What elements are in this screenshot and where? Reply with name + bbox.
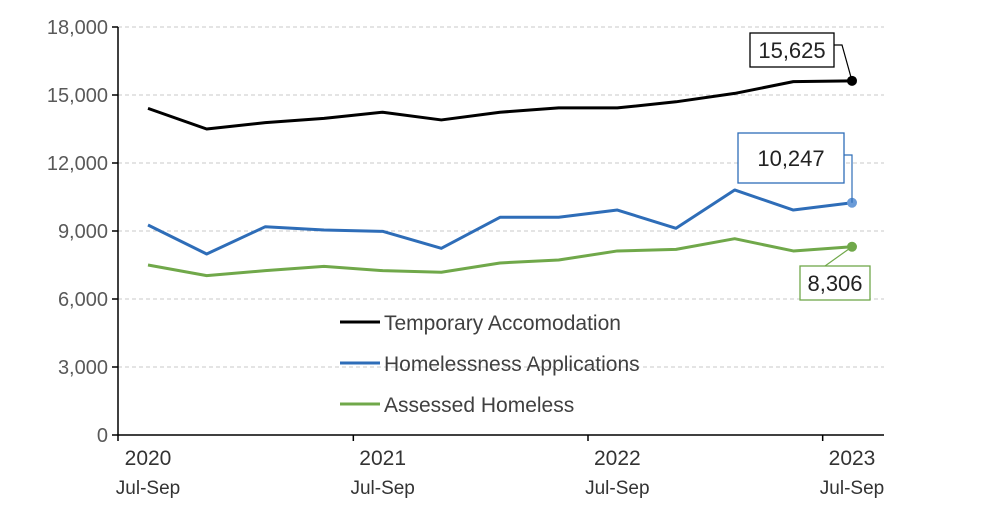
y-tick-label: 0	[97, 425, 108, 447]
x-tick-quarter: Jul-Sep	[116, 478, 180, 499]
label-leader	[834, 44, 853, 81]
x-tick-year: 2021	[359, 447, 406, 470]
axes: 0 3,000 6,000 9,000 12,000 15,000 18,000 2020 Ju…	[47, 17, 884, 499]
data-label-box	[737, 132, 845, 184]
series-group	[147, 75, 857, 278]
data-label-box	[799, 265, 871, 301]
legend: Temporary Accomodation Homelessness Appli…	[340, 312, 640, 417]
data-label-box	[749, 32, 835, 68]
data-label: 8,306	[807, 271, 862, 296]
data-label: 15,625	[758, 38, 825, 63]
series-line	[147, 188, 853, 256]
y-tick-label: 12,000	[47, 153, 108, 175]
x-tick-quarter: Jul-Sep	[585, 478, 649, 499]
legend-label: Temporary Accomodation	[384, 312, 621, 335]
x-tick-year: 2023	[829, 447, 876, 470]
y-tick-label: 3,000	[58, 357, 108, 379]
series-line	[147, 79, 853, 131]
label-leader	[824, 246, 853, 267]
y-tick-label: 6,000	[58, 289, 108, 311]
x-tick-year: 2022	[594, 447, 641, 470]
y-tick-label: 9,000	[58, 221, 108, 243]
data-label: 10,247	[757, 146, 824, 171]
x-tick-year: 2020	[125, 447, 172, 470]
y-tick-label: 15,000	[47, 85, 108, 107]
series-line	[147, 237, 853, 278]
y-tick-label: 18,000	[47, 17, 108, 39]
label-leader	[844, 154, 853, 203]
x-tick-quarter: Jul-Sep	[820, 478, 884, 499]
data-labels: 15,625 10,247 8,306	[737, 32, 871, 301]
x-tick-quarter: Jul-Sep	[350, 478, 414, 499]
legend-label: Homelessness Applications	[384, 353, 640, 376]
legend-label: Assessed Homeless	[384, 394, 574, 417]
